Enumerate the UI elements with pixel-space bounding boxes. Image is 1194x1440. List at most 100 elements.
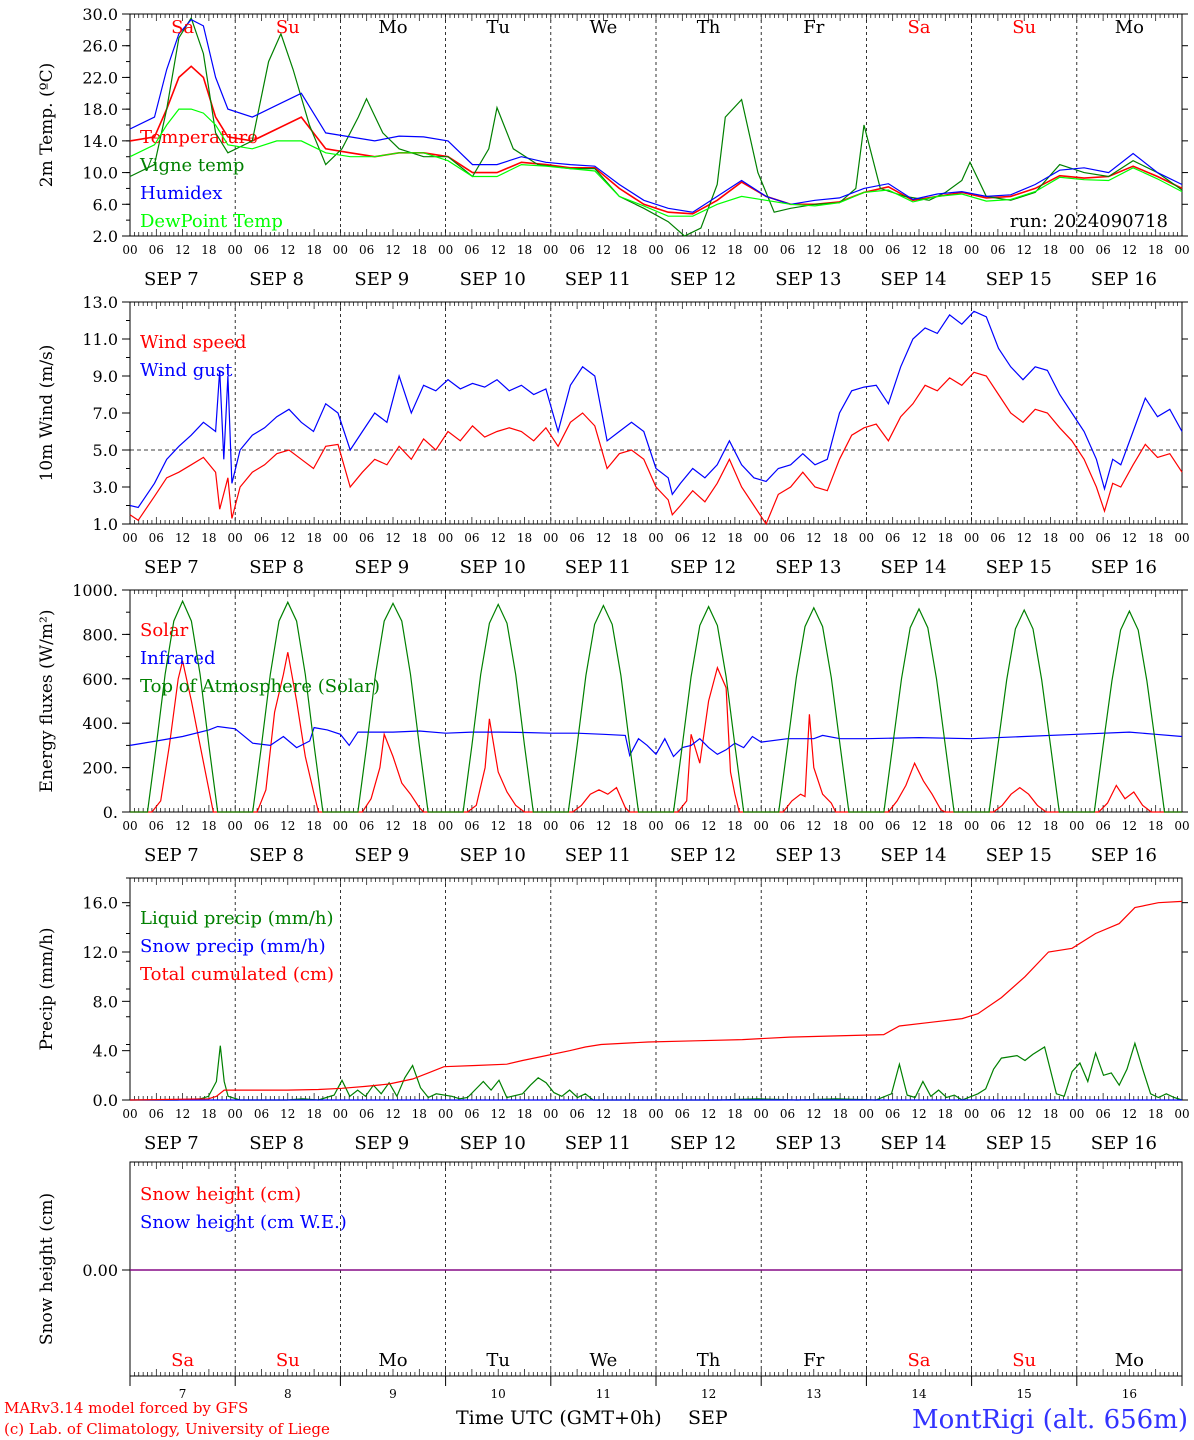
date-label: SEP 12: [670, 269, 736, 290]
day-of-week-label: We: [590, 17, 618, 38]
day-number-label: 7: [179, 1387, 187, 1401]
hour-tick-label: 00: [1174, 1107, 1189, 1121]
hour-tick-label: 00: [122, 1107, 137, 1121]
date-label: SEP 11: [565, 557, 631, 578]
y-tick-label: 5.0: [93, 441, 118, 460]
day-of-week-label: Mo: [1115, 1350, 1144, 1371]
hour-tick-label: 18: [412, 243, 427, 257]
y-tick-label: 16.0: [82, 894, 118, 913]
panel-3: 0. 200. 400. 600. 800. 1000. Energy fluxes (W/…: [37, 581, 1190, 866]
day-number-label: 16: [1122, 1387, 1137, 1401]
day-of-week-label: Su: [276, 17, 300, 38]
series-line-wind-speed: [129, 371, 1183, 526]
legend-entry: Snow precip (mm/h): [140, 936, 326, 957]
panels: 2.0 6.0 10.0 14.0 18.0 22.0 26.0 30.0 2m Temp. (…: [37, 5, 1190, 1401]
hour-tick-label: 00: [1069, 819, 1084, 833]
hour-tick-label: 18: [622, 243, 637, 257]
hour-tick-label: 18: [412, 531, 427, 545]
hour-tick-label: 00: [1174, 243, 1189, 257]
legend-entry: Liquid precip (mm/h): [140, 908, 334, 929]
hour-tick-label: 12: [385, 1107, 400, 1121]
y-tick-label: 1000.: [72, 581, 118, 600]
hour-tick-label: 00: [122, 243, 137, 257]
hour-tick-label: 12: [491, 531, 506, 545]
legend-entry: Wind gust: [140, 360, 233, 381]
y-axis-label: Energy fluxes (W/m²): [37, 610, 57, 793]
hour-tick-label: 06: [569, 243, 584, 257]
hour-tick-label: 06: [464, 531, 479, 545]
hour-tick-label: 00: [543, 531, 558, 545]
hour-tick-label: 00: [333, 243, 348, 257]
hour-tick-label: 18: [201, 819, 216, 833]
y-tick-label: 3.0: [93, 478, 118, 497]
hour-tick-label: 00: [1069, 243, 1084, 257]
hour-tick-label: 06: [885, 531, 900, 545]
hour-tick-label: 06: [464, 1107, 479, 1121]
hour-tick-label: 00: [122, 531, 137, 545]
hour-tick-label: 00: [964, 531, 979, 545]
hour-tick-label: 00: [543, 819, 558, 833]
hour-tick-label: 18: [306, 531, 321, 545]
date-label: SEP 9: [354, 845, 409, 866]
hour-tick-label: 18: [201, 1107, 216, 1121]
hour-tick-label: 18: [1043, 819, 1058, 833]
legend-entry: Infrared: [140, 648, 215, 669]
date-label: SEP 14: [880, 1133, 946, 1154]
hour-tick-label: 12: [491, 243, 506, 257]
hour-tick-label: 00: [1174, 819, 1189, 833]
hour-tick-label: 06: [569, 531, 584, 545]
hour-tick-label: 12: [596, 531, 611, 545]
hour-tick-label: 00: [333, 1107, 348, 1121]
hour-tick-label: 06: [359, 819, 374, 833]
y-tick-label: 600.: [82, 670, 118, 689]
hour-tick-label: 06: [675, 531, 690, 545]
date-label: SEP 7: [144, 1133, 199, 1154]
hour-tick-label: 06: [359, 531, 374, 545]
hour-tick-label: 12: [280, 243, 295, 257]
y-tick-label: 200.: [82, 759, 118, 778]
hour-tick-label: 18: [938, 531, 953, 545]
date-label: SEP 14: [880, 269, 946, 290]
x-axis-month: SEP: [688, 1407, 728, 1429]
y-axis-label: Snow height (cm): [37, 1193, 57, 1345]
series-line-total-cumulated-cm-: [129, 900, 1183, 1101]
hour-tick-label: 06: [885, 819, 900, 833]
y-axis-label: 10m Wind (m/s): [37, 345, 57, 482]
hour-tick-label: 00: [648, 819, 663, 833]
legend-entry: Solar: [140, 620, 189, 641]
day-number-label: 14: [911, 1387, 927, 1401]
date-label: SEP 7: [144, 557, 199, 578]
date-label: SEP 10: [460, 269, 526, 290]
day-of-week-label: Su: [1012, 1350, 1036, 1371]
station-title: MontRigi (alt. 656m): [912, 1405, 1188, 1435]
footer-credit: (c) Lab. of Climatology, University of L…: [4, 1420, 330, 1438]
hour-tick-label: 06: [149, 531, 164, 545]
hour-tick-label: 00: [438, 243, 453, 257]
y-tick-label: 22.0: [82, 68, 118, 87]
y-tick-label: 6.0: [93, 195, 118, 214]
day-of-week-label: Sa: [907, 17, 930, 38]
hour-tick-label: 00: [333, 531, 348, 545]
hour-tick-label: 12: [911, 819, 926, 833]
hour-tick-label: 18: [1148, 819, 1163, 833]
day-number-label: 12: [701, 1387, 716, 1401]
day-number-label: 15: [1017, 1387, 1032, 1401]
hour-tick-label: 12: [701, 243, 716, 257]
y-tick-label: 0.0: [93, 1091, 118, 1110]
hour-tick-label: 06: [149, 1107, 164, 1121]
hour-tick-label: 00: [543, 243, 558, 257]
y-tick-label: 7.0: [93, 404, 118, 423]
hour-tick-label: 06: [149, 819, 164, 833]
hour-tick-label: 18: [1148, 531, 1163, 545]
legend-entry: Snow height (cm W.E.): [140, 1212, 347, 1233]
date-label: SEP 12: [670, 845, 736, 866]
hour-tick-label: 18: [622, 819, 637, 833]
day-of-week-label: We: [590, 1350, 618, 1371]
hour-tick-label: 06: [675, 819, 690, 833]
date-label: SEP 7: [144, 845, 199, 866]
hour-tick-label: 00: [754, 243, 769, 257]
date-label: SEP 10: [460, 557, 526, 578]
hour-tick-label: 00: [648, 531, 663, 545]
date-label: SEP 16: [1091, 557, 1157, 578]
